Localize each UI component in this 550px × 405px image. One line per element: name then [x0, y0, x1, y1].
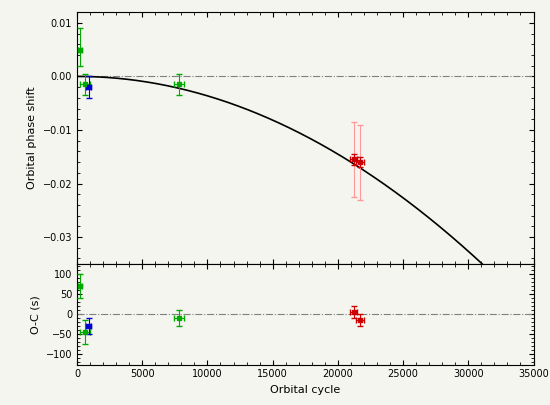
Y-axis label: O-C (s): O-C (s) — [30, 295, 40, 334]
X-axis label: Orbital cycle: Orbital cycle — [270, 385, 340, 395]
Y-axis label: Orbital phase shift: Orbital phase shift — [27, 87, 37, 189]
